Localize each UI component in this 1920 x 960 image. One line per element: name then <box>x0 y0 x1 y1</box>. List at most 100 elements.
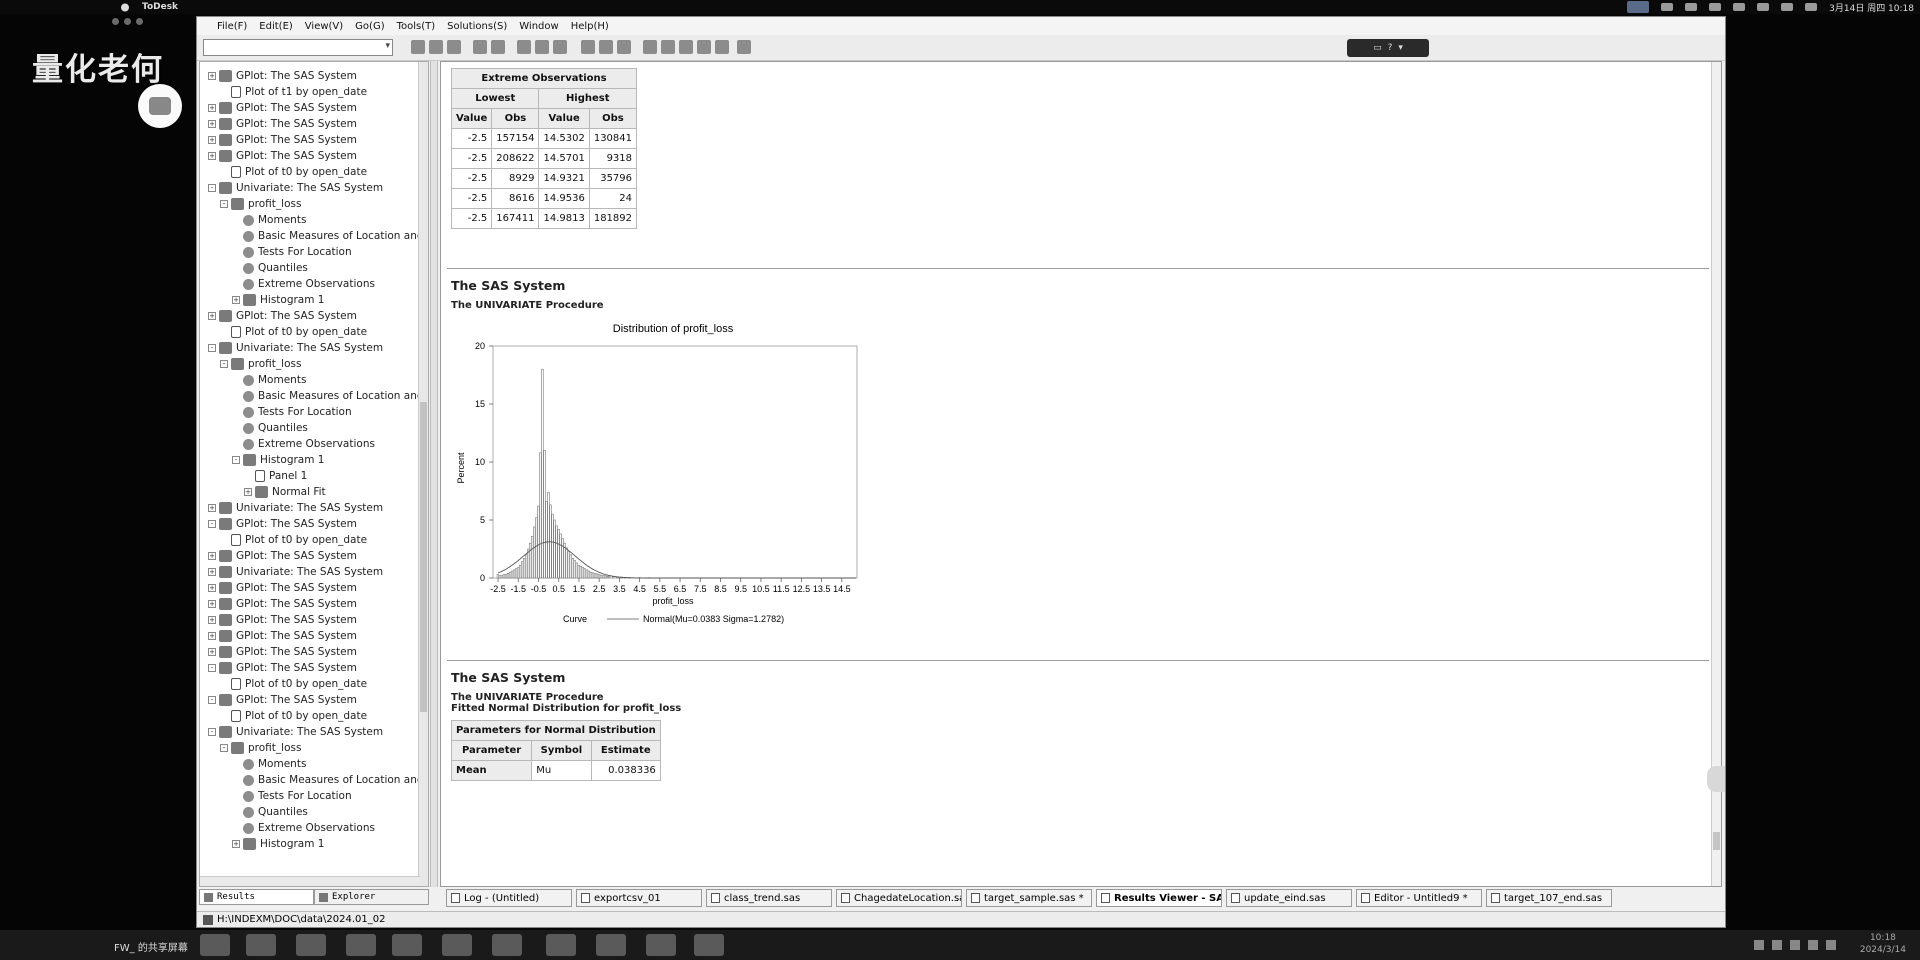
volume-icon[interactable] <box>1808 940 1818 950</box>
tree-item[interactable]: + GPlot: The SAS System <box>208 308 357 324</box>
expand-icon[interactable]: + <box>208 584 216 592</box>
copy-icon[interactable] <box>535 40 549 54</box>
zoom-dot-icon[interactable] <box>136 18 143 25</box>
tree-item[interactable]: + GPlot: The SAS System <box>208 612 357 628</box>
expand-icon[interactable]: + <box>208 632 216 640</box>
tree-item[interactable]: - GPlot: The SAS System <box>208 660 357 676</box>
collapse-icon[interactable]: - <box>208 344 216 352</box>
tree-item[interactable]: Basic Measures of Location and <box>232 772 424 788</box>
explorer-icon[interactable] <box>246 934 276 956</box>
search-icon[interactable] <box>1781 3 1794 11</box>
tree-vertical-scrollbar[interactable] <box>418 62 428 886</box>
open-icon[interactable] <box>429 40 443 54</box>
keyboard-icon[interactable] <box>1826 940 1836 950</box>
collapse-icon[interactable]: - <box>208 728 216 736</box>
expand-icon[interactable]: + <box>208 152 216 160</box>
screen-share-icon[interactable] <box>1627 1 1650 13</box>
tree-item[interactable]: + Histogram 1 <box>232 836 325 852</box>
tree-item[interactable]: + GPlot: The SAS System <box>208 148 357 164</box>
back-icon[interactable] <box>643 40 657 54</box>
viewer-vertical-scrollbar[interactable] <box>1711 62 1721 886</box>
expand-icon[interactable]: + <box>208 552 216 560</box>
app-icon[interactable] <box>596 934 626 956</box>
expand-icon[interactable]: + <box>208 312 216 320</box>
tree-item[interactable]: + GPlot: The SAS System <box>208 628 357 644</box>
collapse-icon[interactable]: - <box>220 744 228 752</box>
taskbar-clock[interactable]: 10:18 2024/3/14 <box>1860 932 1906 956</box>
minimize-dot-icon[interactable] <box>124 18 131 25</box>
grid-icon[interactable] <box>599 40 613 54</box>
tree-item[interactable]: + GPlot: The SAS System <box>208 596 357 612</box>
tab-results[interactable]: Results <box>199 889 314 905</box>
scroll-thumb[interactable] <box>1713 832 1720 850</box>
app-icon[interactable] <box>442 934 472 956</box>
tree-item[interactable]: Extreme Observations <box>232 276 375 292</box>
tree-item[interactable]: Tests For Location <box>232 788 352 804</box>
app-name[interactable]: ToDesk <box>142 2 179 12</box>
tree-item[interactable]: Moments <box>232 212 306 228</box>
tree-item[interactable]: + Normal Fit <box>244 484 326 500</box>
tree-item[interactable]: + GPlot: The SAS System <box>208 132 357 148</box>
tray-icon[interactable] <box>1754 940 1764 950</box>
tree-item[interactable]: Basic Measures of Location and <box>232 228 424 244</box>
expand-icon[interactable]: + <box>232 840 240 848</box>
close-dot-icon[interactable] <box>112 18 119 25</box>
window-tab[interactable]: ChagedateLocation.sas <box>836 889 962 907</box>
remote-dropdown-icon[interactable]: ▾ <box>1398 43 1403 53</box>
menu-go[interactable]: Go(G) <box>355 20 385 32</box>
tree-item[interactable]: Plot of t0 by open_date <box>220 324 367 340</box>
scroll-thumb[interactable] <box>420 402 427 712</box>
tree-item[interactable]: + GPlot: The SAS System <box>208 116 357 132</box>
expand-icon[interactable]: + <box>208 568 216 576</box>
print-preview-icon[interactable] <box>491 40 505 54</box>
menu-help[interactable]: Help(H) <box>570 20 609 32</box>
tree-item[interactable]: Extreme Observations <box>232 820 375 836</box>
window-tab[interactable]: target_107_end.sas <box>1486 889 1612 907</box>
expand-icon[interactable]: + <box>208 72 216 80</box>
menu-file[interactable]: File(F) <box>217 20 248 32</box>
tree-horizontal-scrollbar[interactable] <box>200 876 420 886</box>
window-tab[interactable]: Log - (Untitled) <box>446 889 572 907</box>
pane-splitter[interactable] <box>430 61 438 887</box>
tree-item[interactable]: Plot of t0 by open_date <box>220 708 367 724</box>
tray-icon[interactable] <box>1685 3 1698 11</box>
tree-item[interactable]: + GPlot: The SAS System <box>208 644 357 660</box>
expand-icon[interactable]: + <box>208 600 216 608</box>
tree-item[interactable]: - Univariate: The SAS System <box>208 340 383 356</box>
sas-icon[interactable] <box>392 934 422 956</box>
paste-icon[interactable] <box>553 40 567 54</box>
remote-control-widget[interactable]: ▭? ▾ <box>1347 39 1429 57</box>
tree-item[interactable]: Moments <box>232 372 306 388</box>
save-icon[interactable] <box>447 40 461 54</box>
tree-item[interactable]: + Univariate: The SAS System <box>208 500 383 516</box>
tree-item[interactable]: - Univariate: The SAS System <box>208 724 383 740</box>
mac-clock[interactable]: 3月14日 周四 10:18 <box>1829 3 1914 14</box>
window-tab[interactable]: exportcsv_01 <box>576 889 702 907</box>
expand-icon[interactable]: + <box>208 648 216 656</box>
tree-item[interactable]: Plot of t0 by open_date <box>220 164 367 180</box>
remote-ctrl-icon[interactable]: ▭ <box>1373 43 1382 53</box>
font-icon[interactable] <box>715 40 729 54</box>
new-icon[interactable] <box>411 40 425 54</box>
tree-item[interactable]: - Univariate: The SAS System <box>208 180 383 196</box>
expand-icon[interactable]: + <box>208 136 216 144</box>
tray-icon[interactable] <box>1772 940 1782 950</box>
tree-item[interactable]: Tests For Location <box>232 404 352 420</box>
menu-tools[interactable]: Tools(T) <box>396 20 436 32</box>
app-icon[interactable] <box>492 934 522 956</box>
tree-item[interactable]: - GPlot: The SAS System <box>208 516 357 532</box>
tree-item[interactable]: + GPlot: The SAS System <box>208 548 357 564</box>
collapse-icon[interactable]: - <box>220 200 228 208</box>
collapse-icon[interactable]: - <box>208 184 216 192</box>
battery-icon[interactable] <box>1733 3 1746 11</box>
tree-item[interactable]: Panel 1 <box>244 468 307 484</box>
refresh-icon[interactable] <box>697 40 711 54</box>
tree-item[interactable]: Extreme Observations <box>232 436 375 452</box>
tree-item[interactable]: Basic Measures of Location and <box>232 388 424 404</box>
tree-item[interactable]: - profit_loss <box>220 740 301 756</box>
tree-item[interactable]: - profit_loss <box>220 196 301 212</box>
remote-help-icon[interactable]: ? <box>1387 43 1393 53</box>
folder-icon[interactable] <box>346 934 376 956</box>
expand-icon[interactable]: + <box>208 616 216 624</box>
window-tab[interactable]: update_eind.sas <box>1226 889 1352 907</box>
